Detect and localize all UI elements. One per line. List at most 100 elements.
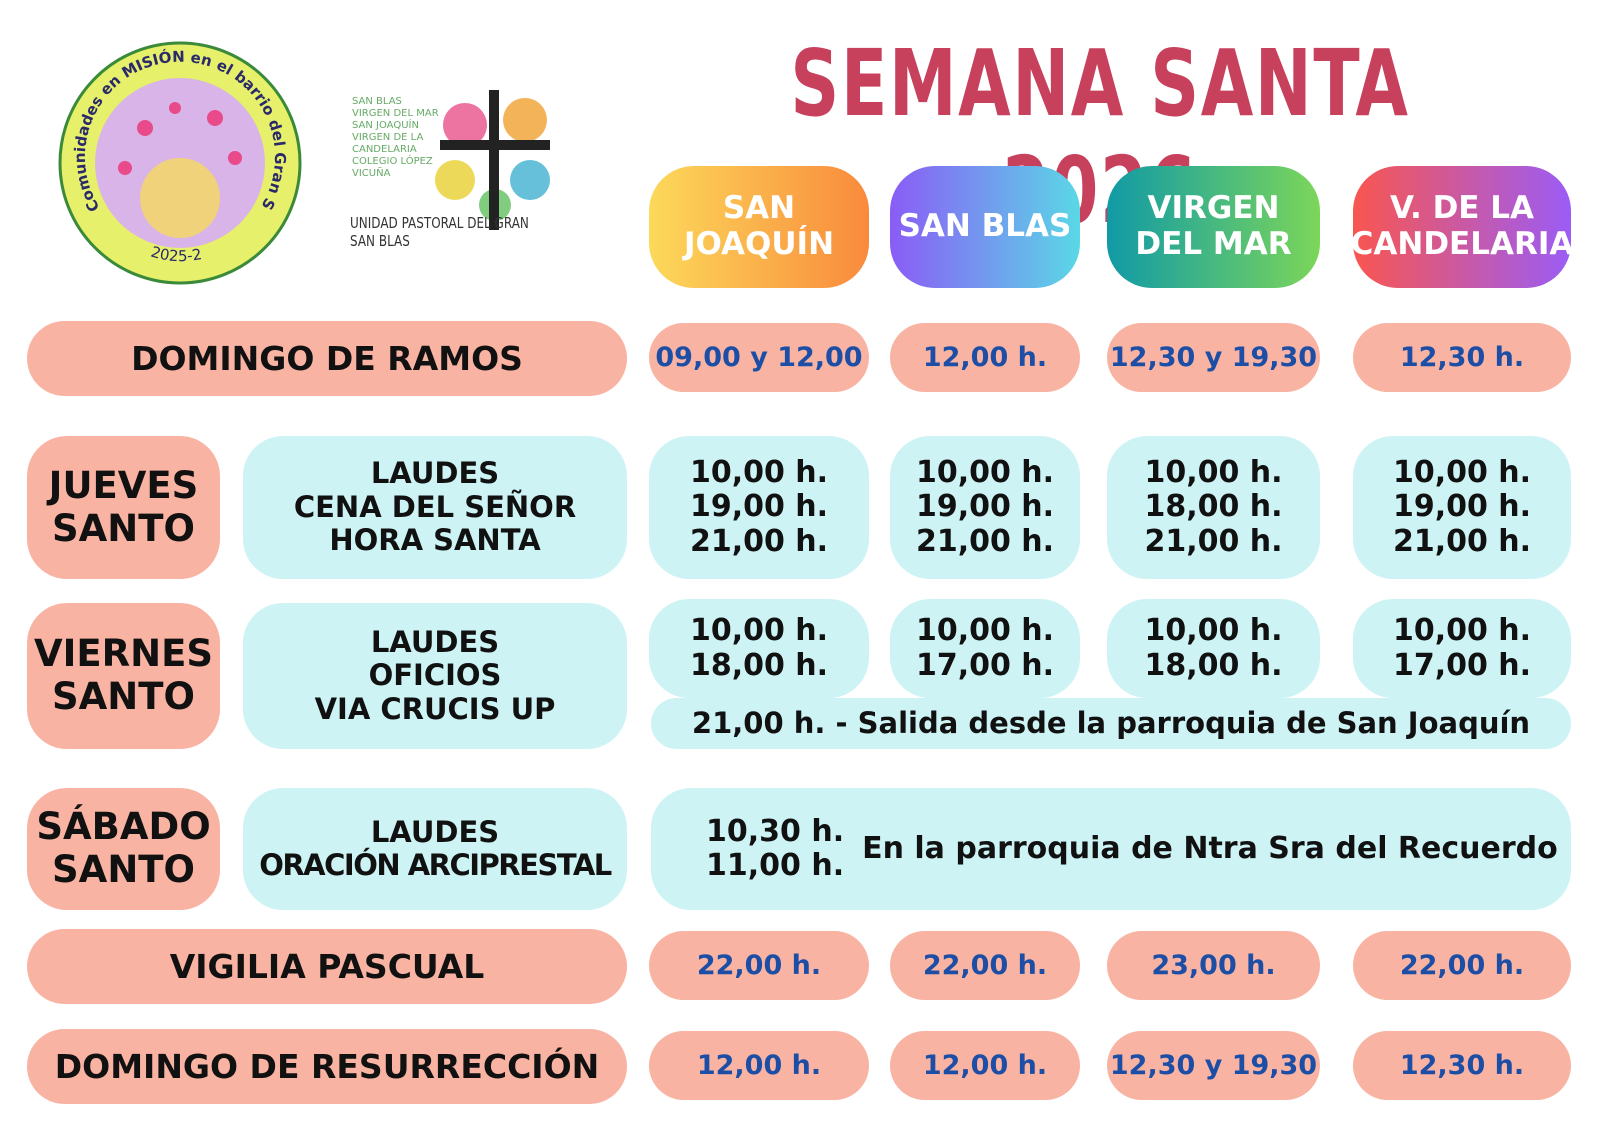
community-logo: Comunidades en MISIÓN en el barrio del G…: [55, 38, 302, 285]
time-pill: 10,00 h. 19,00 h. 21,00 h.: [890, 436, 1080, 579]
time: 10,00 h.: [1144, 613, 1283, 648]
time: 12,00 h.: [922, 341, 1048, 373]
pastoral-name: UNIDAD PASTORAL DEL GRAN SAN BLAS: [350, 214, 529, 250]
time: 17,00 h.: [915, 647, 1055, 683]
time-pill: 12,30 h.: [1353, 1031, 1571, 1100]
pastoral-parish: VIRGEN DE LA CANDELARIA: [352, 132, 424, 155]
day-text: JUEVES SANTO: [48, 463, 199, 550]
time-pill: 10,00 h. 17,00 h.: [890, 599, 1080, 698]
time: 18,00 h.: [689, 647, 829, 683]
cross-logo: [435, 90, 550, 230]
time: 21,00 h.: [1392, 523, 1532, 559]
parish-header: V. DE LA CANDELARIA: [1350, 166, 1574, 288]
time: 10,00 h.: [1392, 613, 1532, 648]
parish-name: SAN BLAS: [898, 208, 1072, 245]
pastoral-parish: COLEGIO LÓPEZ VICUÑA: [352, 156, 433, 179]
time: 10,00 h.: [1144, 454, 1283, 490]
time: 10,00 h.: [689, 454, 829, 490]
time: 19,00 h.: [1392, 489, 1532, 525]
activities: LAUDES ORACIÓN ARCIPRESTAL: [243, 788, 627, 910]
time: 19,00 h.: [915, 489, 1055, 525]
time: 12,30 y 19,30: [1109, 341, 1318, 373]
time-pill: 12,00 h.: [890, 323, 1080, 392]
activity: CENA DEL SEÑOR: [293, 489, 577, 524]
activities: LAUDES OFICIOS VIA CRUCIS UP: [243, 603, 627, 749]
activity: LAUDES: [370, 624, 500, 659]
time: 10,00 h.: [689, 613, 829, 648]
parish-header: VIRGEN DEL MAR: [1107, 166, 1320, 288]
time: 23,00 h.: [1151, 949, 1276, 981]
day-text: VIGILIA PASCUAL: [169, 946, 485, 986]
time: 12,00 h.: [696, 1049, 822, 1081]
activity: LAUDES: [370, 456, 500, 491]
time-pill: 12,00 h.: [890, 1031, 1080, 1100]
time-pill: 12,30 y 19,30: [1107, 1031, 1320, 1100]
parish-header: SAN JOAQUÍN: [649, 166, 869, 288]
parish-name: SAN JOAQUÍN: [683, 190, 835, 262]
parish-header: SAN BLAS: [890, 166, 1080, 288]
time: 10,30 h.: [706, 813, 845, 849]
activity: OFICIOS: [368, 658, 502, 693]
activity: VIA CRUCIS UP: [314, 691, 556, 726]
time: 10,00 h.: [915, 613, 1055, 648]
time: 22,00 h.: [696, 949, 822, 981]
time: 22,00 h.: [922, 949, 1048, 981]
shared-text: En la parroquia de Ntra Sra del Recuerdo: [862, 830, 1558, 866]
time: 21,00 h.: [915, 523, 1055, 559]
time-pill: 12,30 h.: [1353, 323, 1571, 392]
shared-banner: 21,00 h. - Salida desde la parroquia de …: [651, 698, 1571, 749]
time: 12,30 y 19,30: [1109, 1049, 1318, 1081]
shared-text: 21,00 h. - Salida desde la parroquia de …: [691, 705, 1531, 740]
activity: LAUDES: [370, 814, 500, 849]
time: 17,00 h.: [1392, 647, 1532, 683]
day-label: VIGILIA PASCUAL: [27, 929, 627, 1004]
title: SEMANA SANTA 2026: [790, 30, 1410, 244]
day-label: JUEVES SANTO: [27, 436, 220, 579]
parish-name: V. DE LA CANDELARIA: [1350, 190, 1574, 262]
day-label: SÁBADO SANTO: [27, 788, 220, 910]
time-pill: 10,00 h. 17,00 h.: [1353, 599, 1571, 698]
time-pill: 23,00 h.: [1107, 931, 1320, 1000]
time-pill: 12,30 y 19,30: [1107, 323, 1320, 392]
time: 18,00 h.: [1144, 647, 1283, 683]
time: 10,00 h.: [1392, 454, 1532, 490]
activity: HORA SANTA: [329, 523, 541, 558]
pastoral-parish: SAN BLAS: [352, 96, 402, 107]
time: 21,00 h.: [1144, 523, 1283, 559]
time: 12,30 h.: [1399, 341, 1525, 373]
day-text: DOMINGO DE RESURRECCIÓN: [54, 1046, 600, 1086]
time: 22,00 h.: [1399, 949, 1525, 981]
time-pill: 12,00 h.: [649, 1031, 869, 1100]
shared-banner: 10,30 h. 11,00 h. En la parroquia de Ntra …: [651, 788, 1571, 910]
day-text: SÁBADO SANTO: [36, 805, 211, 891]
time-pill: 10,00 h. 18,00 h. 21,00 h.: [1107, 436, 1320, 579]
pastoral-parishes: SAN BLAS VIRGEN DEL MAR SAN JOAQUÍN VIRGEN …: [352, 96, 442, 180]
time: 18,00 h.: [1144, 489, 1283, 525]
day-text: DOMINGO DE RAMOS: [131, 338, 523, 378]
time: 19,00 h.: [689, 489, 829, 525]
time-pill: 09,00 y 12,00: [649, 323, 869, 392]
pastoral-parish: VIRGEN DEL MAR: [352, 108, 439, 119]
day-text: VIERNES SANTO: [33, 632, 214, 718]
time: 12,30 h.: [1399, 1049, 1525, 1081]
time-pill: 22,00 h.: [890, 931, 1080, 1000]
time: 12,00 h.: [922, 1049, 1048, 1081]
time: 11,00 h.: [706, 848, 845, 883]
time-pill: 10,00 h. 18,00 h.: [1107, 599, 1320, 698]
time: 10,00 h.: [915, 454, 1055, 490]
time-pill: 10,00 h. 19,00 h. 21,00 h.: [1353, 436, 1571, 579]
time: 21,00 h.: [689, 523, 829, 559]
day-label: DOMINGO DE RESURRECCIÓN: [27, 1029, 627, 1104]
time-pill: 10,00 h. 18,00 h.: [649, 599, 869, 698]
day-label: DOMINGO DE RAMOS: [27, 321, 627, 396]
time-pill: 10,00 h. 19,00 h. 21,00 h.: [649, 436, 869, 579]
day-label: VIERNES SANTO: [27, 603, 220, 749]
shared-times: 10,30 h. 11,00 h.: [706, 813, 845, 884]
pastoral-parish: SAN JOAQUÍN: [352, 120, 419, 131]
activity: ORACIÓN ARCIPRESTAL: [259, 848, 612, 882]
activities: LAUDES CENA DEL SEÑOR HORA SANTA: [243, 436, 627, 579]
time-pill: 22,00 h.: [1353, 931, 1571, 1000]
time-pill: 22,00 h.: [649, 931, 869, 1000]
parish-name: VIRGEN DEL MAR: [1135, 190, 1292, 262]
